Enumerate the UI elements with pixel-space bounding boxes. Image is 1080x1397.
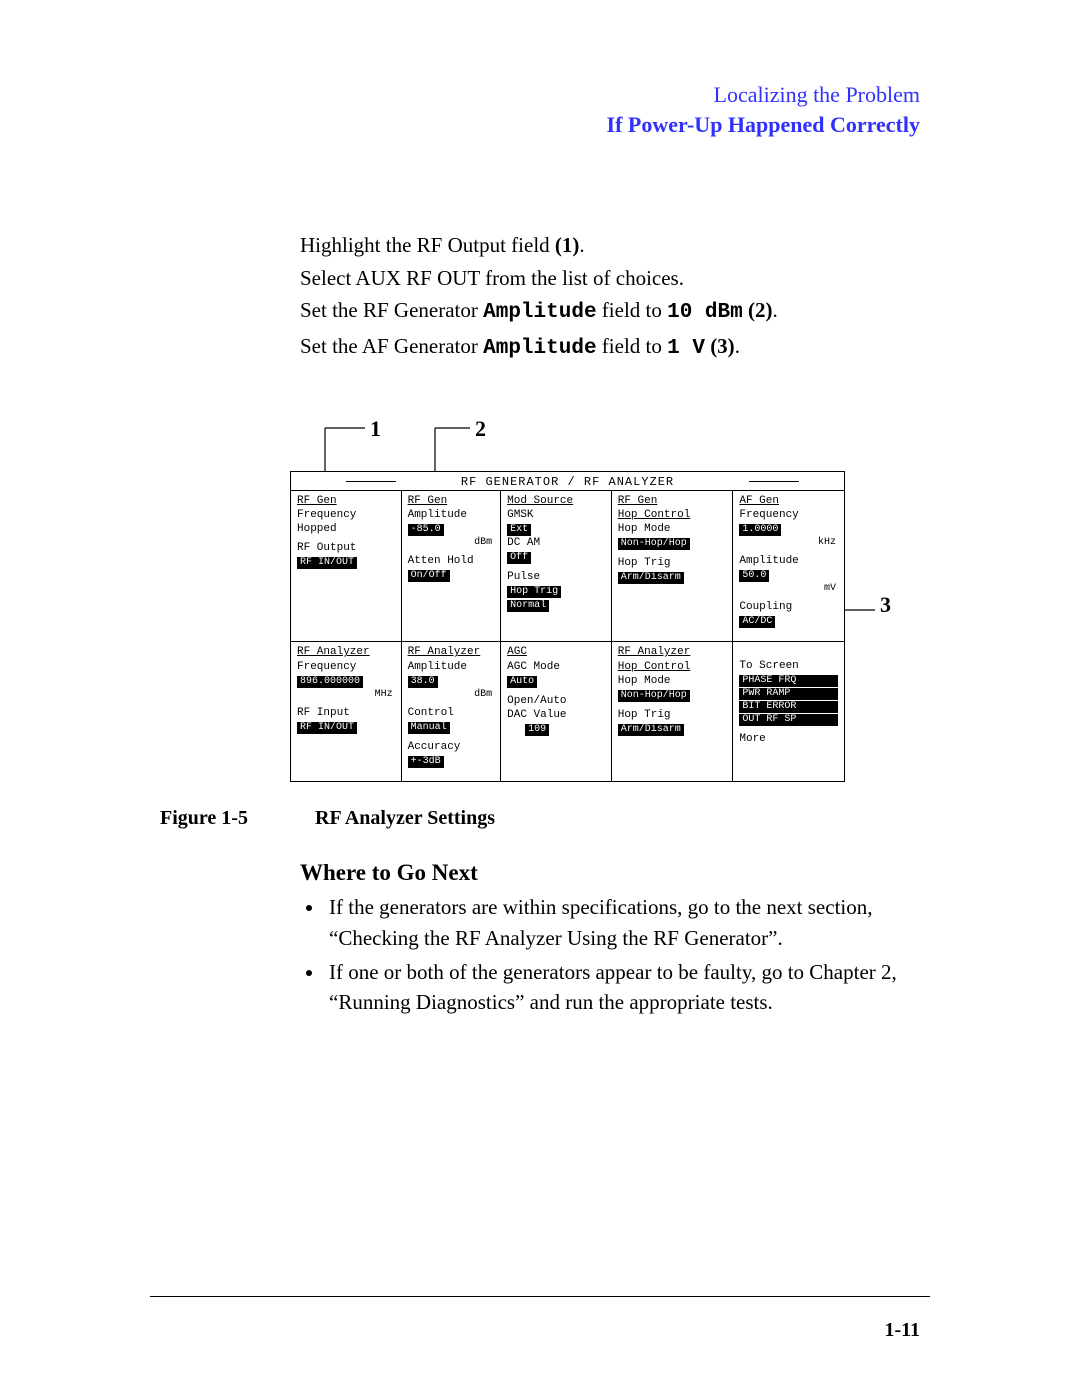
col-agc: AGC AGC Mode Auto Open/Auto DAC Value 10… — [501, 642, 612, 781]
header-section: If Power-Up Happened Correctly — [160, 110, 920, 140]
figure-number: Figure 1-5 — [160, 807, 315, 830]
instruction-block: Highlight the RF Output field (1). Selec… — [300, 229, 920, 365]
list-item: If the generators are within specificati… — [325, 892, 920, 953]
instrument-screen: RF GENERATOR / RF ANALYZER RF Gen Freque… — [290, 471, 845, 783]
next-steps-list: If the generators are within specificati… — [300, 892, 920, 1018]
panel-top: RF Gen Frequency Hopped RF Output RF IN/… — [291, 491, 844, 643]
callout-1: 1 — [370, 416, 381, 442]
callout-2: 2 — [475, 416, 486, 442]
screen-title: RF GENERATOR / RF ANALYZER — [291, 472, 844, 491]
col-rfgen-out: RF Gen Frequency Hopped RF Output RF IN/… — [291, 491, 402, 642]
instruction-line: Select AUX RF OUT from the list of choic… — [300, 262, 920, 295]
col-rfgen-hop: RF Gen Hop Control Hop Mode Non-Hop/Hop … — [612, 491, 734, 642]
instruction-line: Set the RF Generator Amplitude field to … — [300, 294, 920, 330]
col-toscreen: To Screen PHASE FRQ PWR RAMP BIT ERROR O… — [733, 642, 844, 781]
figure-title: RF Analyzer Settings — [315, 807, 495, 830]
panel-bottom: RF Analyzer Frequency 896.000000 MHz RF … — [291, 642, 844, 781]
col-modsource: Mod Source GMSK Ext DC AM Off Pulse Hop … — [501, 491, 612, 642]
figure: 1 2 RF GENERATOR / RF ANALYZER RF Gen Fr… — [290, 416, 850, 783]
col-rfa-freq: RF Analyzer Frequency 896.000000 MHz RF … — [291, 642, 402, 781]
col-rfa-amp: RF Analyzer Amplitude 38.0 dBm Control M… — [402, 642, 502, 781]
callout-3: 3 — [880, 592, 891, 618]
header-chapter: Localizing the Problem — [160, 80, 920, 110]
col-rfgen-amp: RF Gen Amplitude -85.0 dBm Atten Hold On… — [402, 491, 502, 642]
col-rfa-hop: RF Analyzer Hop Control Hop Mode Non-Hop… — [612, 642, 734, 781]
page-number: 1-11 — [884, 1319, 920, 1342]
page: Localizing the Problem If Power-Up Happe… — [0, 0, 1080, 1397]
list-item: If one or both of the generators appear … — [325, 957, 920, 1018]
where-to-go-next-title: Where to Go Next — [300, 860, 920, 886]
instruction-line: Set the AF Generator Amplitude field to … — [300, 330, 920, 366]
col-afgen: AF Gen Frequency 1.0000 kHz Amplitude 50… — [733, 491, 844, 642]
callout-top: 1 2 — [290, 416, 850, 471]
figure-caption: Figure 1-5 RF Analyzer Settings — [160, 807, 920, 830]
instruction-line: Highlight the RF Output field (1). — [300, 229, 920, 262]
footer-rule — [150, 1296, 930, 1297]
page-header: Localizing the Problem If Power-Up Happe… — [160, 80, 920, 139]
